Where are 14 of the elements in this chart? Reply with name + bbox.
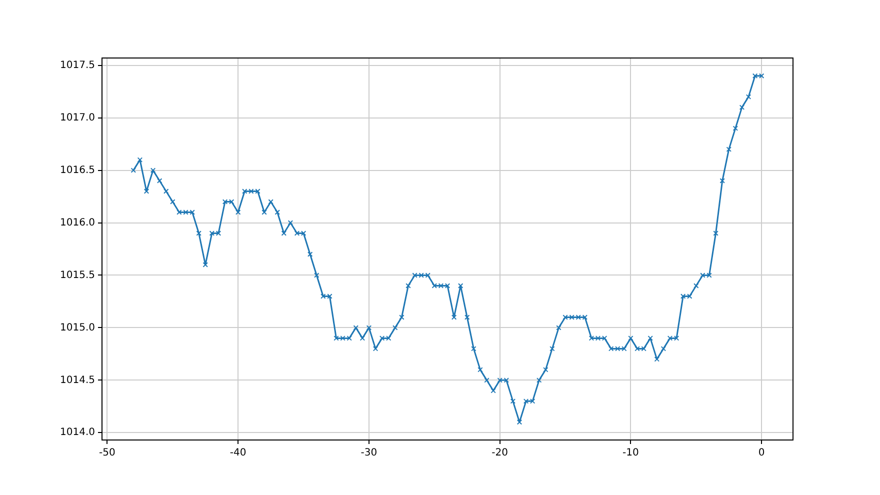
y-tick-label: 1016.0 (60, 217, 95, 228)
y-tick-label: 1015.0 (60, 322, 95, 334)
y-tick-label: 1017.0 (60, 112, 95, 124)
x-tick-label: -30 (360, 448, 378, 459)
x-tick-label: -10 (622, 448, 639, 459)
y-tick-label: 1016.5 (60, 164, 95, 176)
y-tick-label: 1014.5 (60, 374, 95, 386)
y-tick-label: 1017.5 (60, 60, 95, 71)
x-tick-label: -20 (492, 448, 508, 459)
y-tick-label: 1015.5 (60, 270, 95, 281)
y-tick-label: 1014.0 (60, 427, 95, 438)
x-tick-label: 0 (758, 448, 765, 459)
x-tick-label: -50 (99, 448, 116, 459)
x-tick-label: -40 (230, 448, 246, 459)
